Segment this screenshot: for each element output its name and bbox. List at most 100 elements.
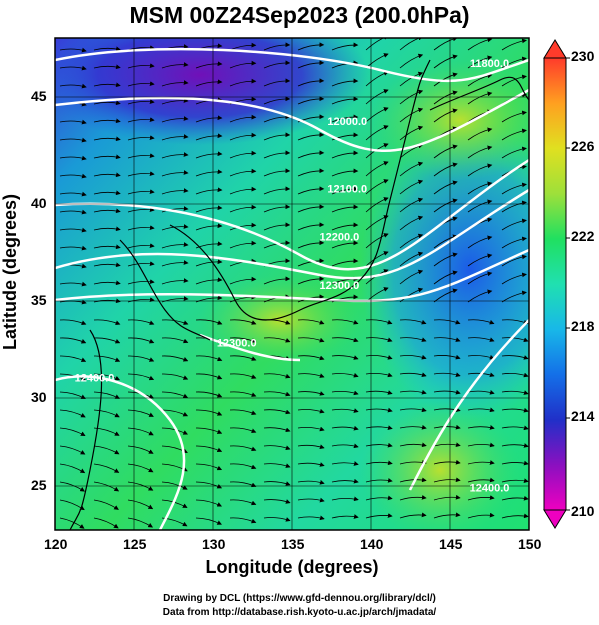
streamline	[331, 114, 359, 123]
streamline	[331, 478, 359, 484]
streamline	[399, 407, 427, 413]
contour-labels: 11800.0 12000.0 12100.0 12200.0 12300.0 12400…	[75, 58, 510, 494]
streamline	[161, 391, 189, 399]
streamline	[467, 354, 495, 360]
streamline	[229, 78, 257, 87]
streamline	[297, 78, 325, 87]
streamline	[93, 64, 121, 70]
streamline	[229, 60, 257, 69]
colorbar	[543, 39, 570, 529]
streamline	[399, 512, 427, 519]
streamline	[365, 355, 393, 360]
streamline	[93, 280, 121, 286]
footer-credit-drawing: Drawing by DCL (https://www.gfd-dennou.o…	[163, 593, 436, 604]
cool-region-east	[360, 120, 529, 420]
streamline	[365, 38, 389, 51]
chart-title: MSM 00Z24Sep2023 (200.0hPa)	[129, 2, 470, 28]
streamline	[59, 209, 87, 215]
streamline	[467, 477, 495, 483]
colorbar-label: 226	[571, 138, 595, 154]
streamline	[331, 168, 359, 177]
streamline	[229, 319, 257, 325]
streamline	[433, 252, 458, 267]
x-tick-label: 150	[518, 536, 542, 552]
streamline	[161, 206, 189, 213]
streamline	[331, 390, 359, 396]
x-tick-label: 140	[360, 536, 384, 552]
streamline	[127, 81, 155, 87]
streamline	[161, 116, 189, 123]
streamline	[501, 390, 529, 395]
streamline	[127, 337, 155, 344]
streamline	[93, 82, 121, 88]
streamline	[263, 186, 291, 195]
streamline	[467, 55, 493, 69]
streamline	[365, 251, 389, 267]
streamline	[433, 424, 461, 430]
streamline	[467, 495, 495, 501]
streamline	[263, 276, 291, 285]
streamline	[161, 373, 189, 380]
streamline	[127, 99, 155, 105]
streamline	[229, 132, 257, 141]
streamline	[59, 119, 87, 125]
streamline	[297, 258, 325, 267]
streamline	[297, 186, 325, 195]
streamline	[93, 100, 121, 106]
streamline	[365, 319, 393, 325]
streamline	[93, 481, 120, 492]
streamline	[297, 276, 325, 285]
streamline	[399, 424, 427, 430]
streamline	[331, 355, 359, 360]
streamline	[93, 337, 121, 344]
streamline	[93, 409, 120, 418]
streamline	[161, 427, 188, 435]
streamline	[297, 355, 325, 361]
streamline	[365, 477, 393, 483]
streamline	[365, 161, 389, 177]
streamline	[331, 132, 359, 141]
streamline	[127, 225, 155, 231]
colorbar-label: 214	[571, 408, 595, 424]
streamline	[161, 337, 189, 344]
streamline	[59, 227, 87, 233]
streamline	[399, 215, 424, 231]
streamline	[93, 136, 121, 142]
streamline	[161, 481, 188, 490]
streamline	[161, 62, 189, 69]
streamline	[229, 355, 257, 361]
streamline	[229, 409, 257, 415]
streamline	[93, 154, 121, 160]
streamline	[59, 445, 86, 455]
streamline	[263, 168, 291, 177]
streamline	[195, 79, 223, 87]
streamline	[59, 391, 86, 399]
streamline	[399, 372, 427, 378]
streamline	[59, 281, 87, 287]
streamline	[59, 173, 87, 179]
streamline	[501, 110, 527, 123]
streamline	[399, 442, 427, 448]
streamlines	[59, 38, 529, 529]
streamline	[467, 442, 495, 448]
streamline	[195, 259, 223, 267]
streamline	[501, 272, 527, 285]
streamline	[467, 407, 495, 413]
streamline	[365, 71, 389, 87]
y-tick-label: 40	[31, 195, 47, 211]
streamline	[365, 89, 389, 105]
streamline	[161, 170, 189, 177]
streamline	[161, 517, 188, 527]
streamline	[161, 80, 189, 87]
streamline	[93, 373, 121, 381]
streamline	[297, 42, 325, 51]
streamline	[263, 409, 291, 415]
y-tick-label: 30	[31, 389, 47, 405]
streamline	[93, 118, 121, 124]
streamline	[365, 179, 389, 195]
warm-region-south	[360, 400, 520, 530]
streamline	[399, 389, 427, 395]
streamline	[399, 495, 427, 501]
streamline	[399, 269, 424, 285]
streamline	[229, 186, 257, 195]
